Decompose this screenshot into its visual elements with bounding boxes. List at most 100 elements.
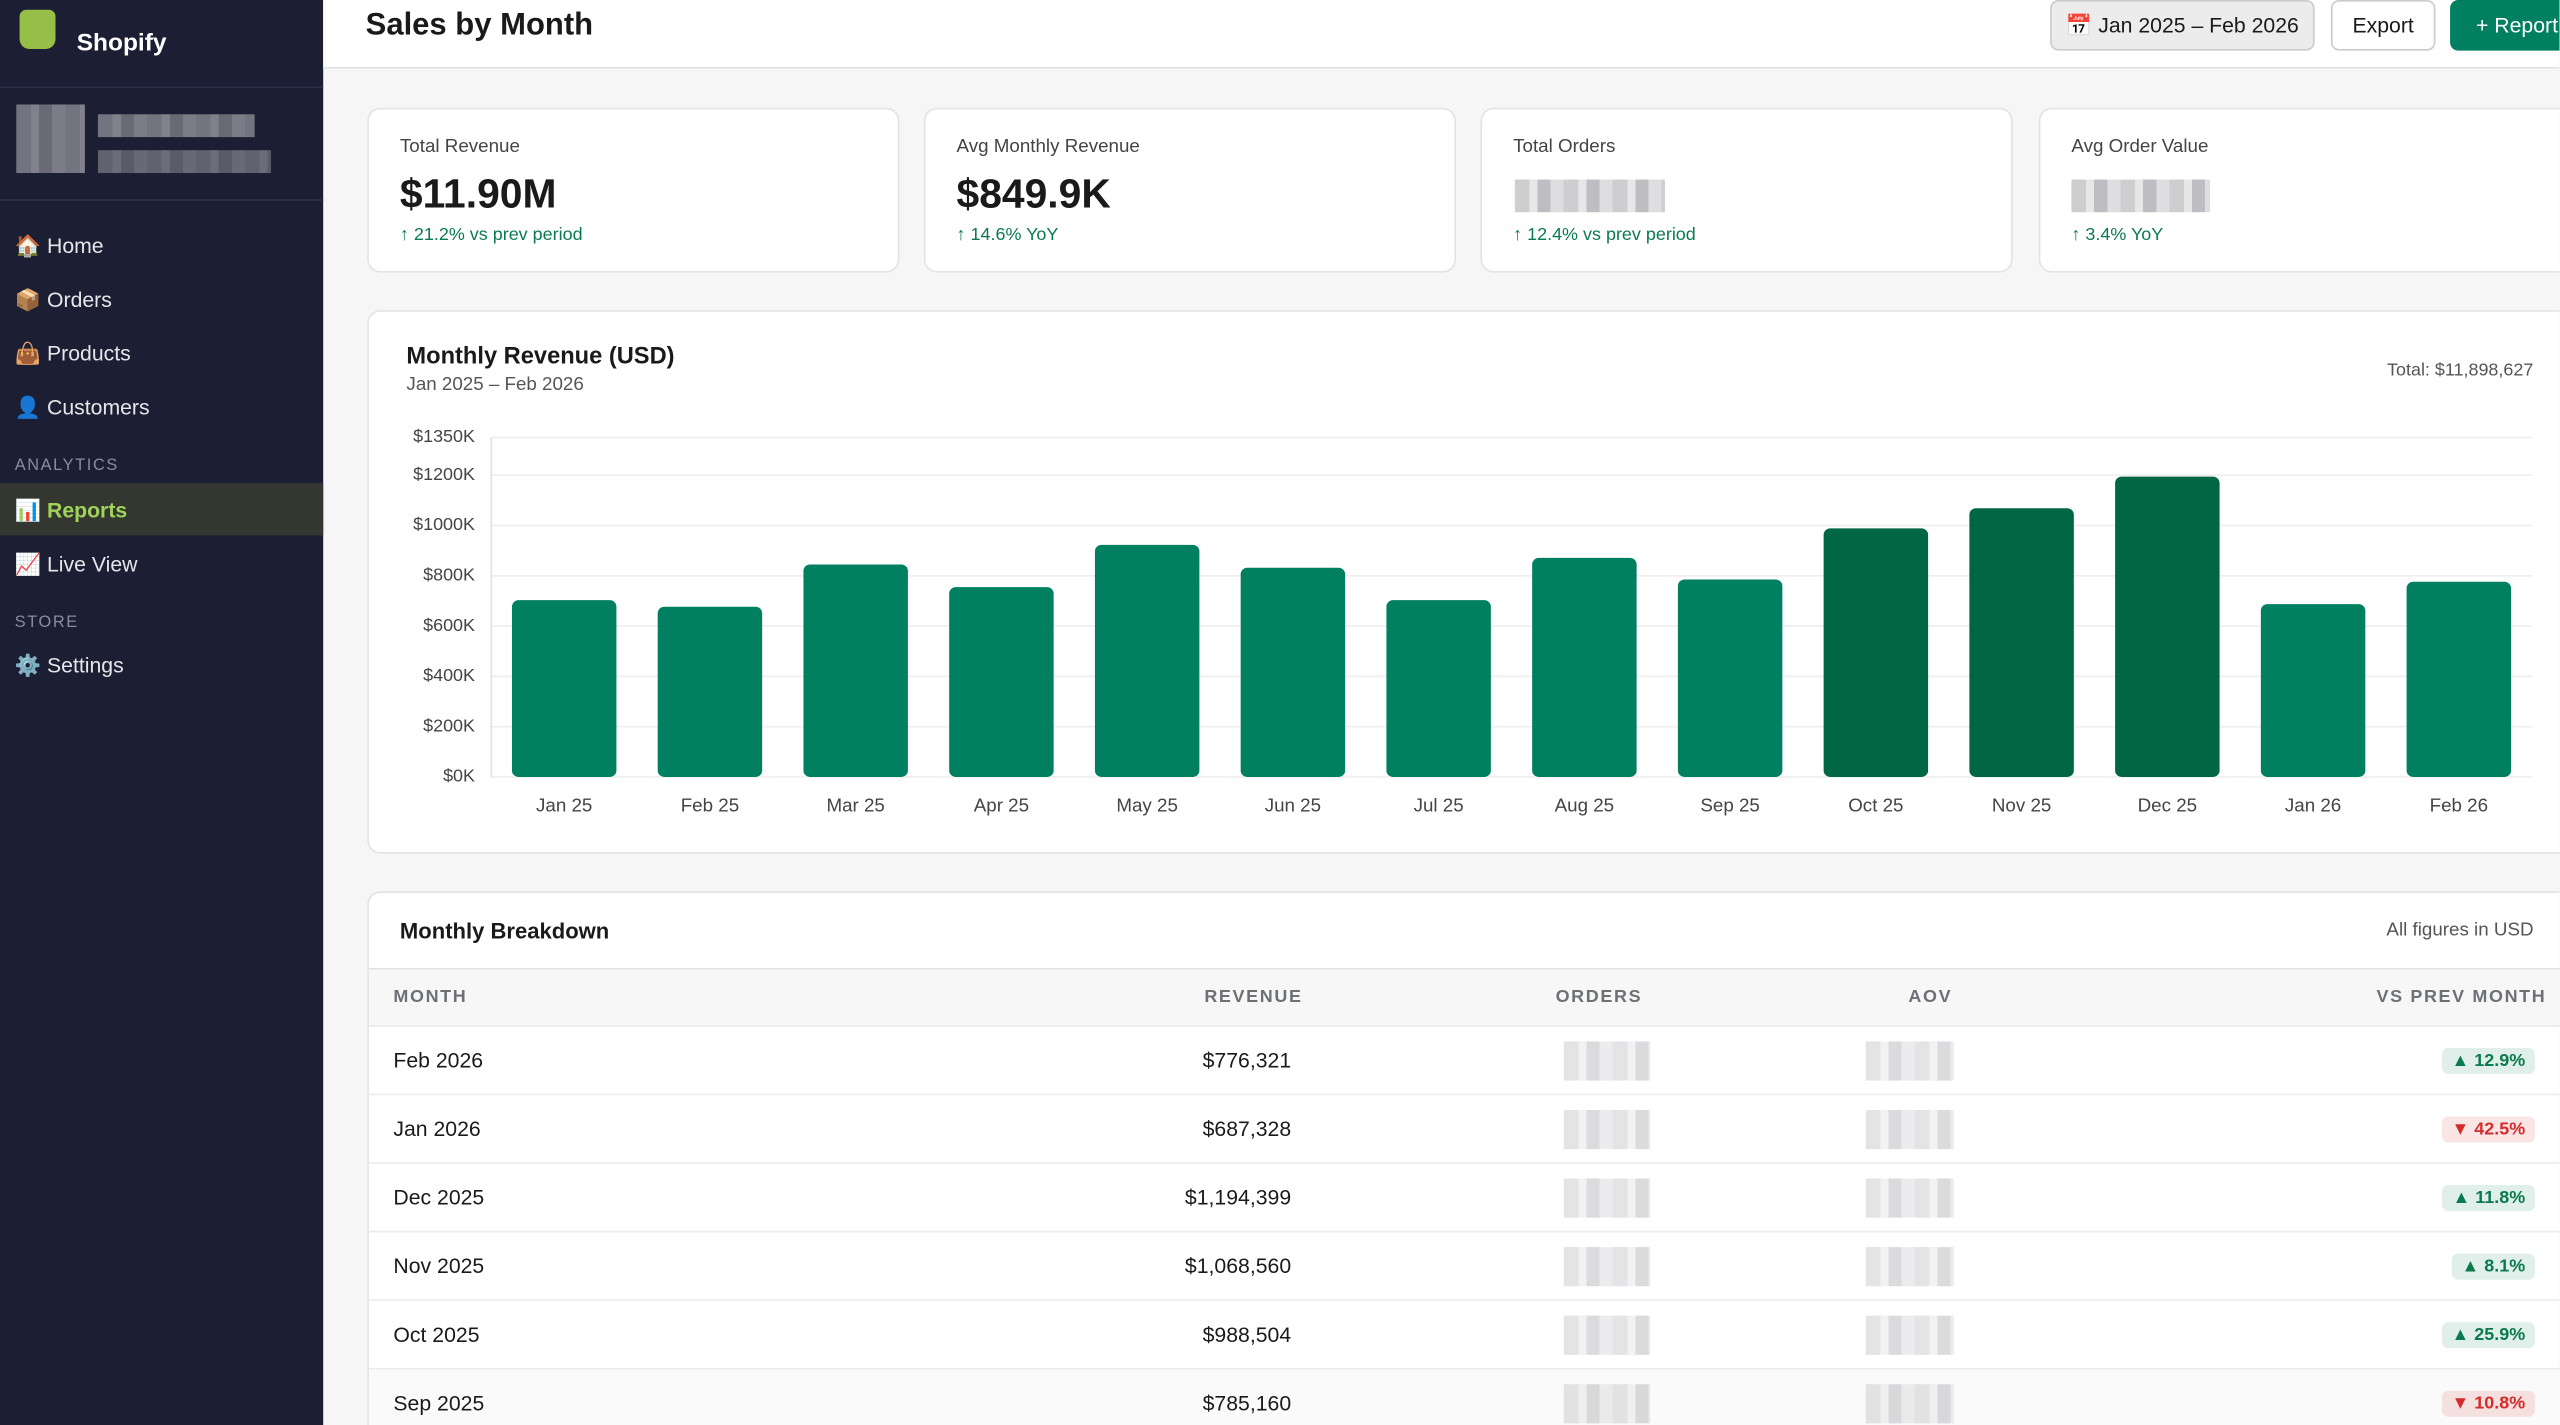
aov-blurred [1866,1110,1954,1149]
divider [0,87,323,89]
column-header: AOV [1908,970,1952,1025]
table-row: Oct 2025$988,504▲ 25.9% [369,1299,2560,1368]
table-title: Monthly Breakdown [400,919,609,943]
page-title: Sales by Month [366,8,593,44]
nav-item[interactable]: 👜 Products [15,341,131,367]
x-tick-label: Jul 25 [1414,794,1464,815]
divider [0,199,323,201]
cell-revenue: $1,068,560 [1185,1232,1291,1299]
sidebar: Shopify 🏠 Home 📦 Orders 👜 Products 👤 Cus… [0,0,323,1425]
y-tick-label: $1200K [413,464,475,484]
table-header: MONTH REVENUE ORDERS AOV VS PREV MONTH [369,968,2560,1027]
bar [1969,508,2073,777]
bar [1532,558,1636,777]
x-tick-label: Feb 25 [681,794,739,815]
chart-subtitle: Jan 2025 – Feb 2026 [406,373,583,394]
column-header: REVENUE [1204,970,1302,1025]
bar [1095,545,1199,777]
x-tick-label: Nov 25 [1992,794,2051,815]
bar [1824,528,1928,777]
table-row: Jan 2026 $687,328 ▼ 42.5% [369,1094,2560,1163]
y-tick-label: $0K [443,766,475,786]
nav-item[interactable]: 📈 Live View [15,552,138,578]
orders-blurred [1564,1316,1651,1355]
nav-item[interactable]: ⚙️ Settings [15,653,124,679]
column-header: VS PREV MONTH [2377,970,2547,1025]
avatar-blurred [16,104,85,173]
y-tick-label: $600K [423,615,475,635]
aov-blurred [1866,1179,1954,1218]
nav-item-active[interactable]: 📊 Reports [15,498,128,524]
orders-blurred [1564,1384,1651,1423]
bar [658,607,762,777]
report-button[interactable]: + Report [2450,0,2559,51]
table-row: Feb 2026 $776,321 ▲ 12.9% [369,1025,2560,1094]
kpi-change: ↑ 3.4% YoY [2071,225,2163,245]
kpi-change: ↑ 14.6% YoY [957,225,1059,245]
x-tick-label: Aug 25 [1555,794,1614,815]
kpi-card: Total Revenue $11.90M ↑ 21.2% vs prev pe… [367,108,899,273]
table-row: Sep 2025 $785,160 ▼ 10.8% [369,1368,2560,1425]
kpi-value: $849.9K [957,171,1111,218]
cell-revenue: $687,328 [1203,1095,1292,1162]
export-button[interactable]: Export [2331,0,2435,51]
x-tick-label: May 25 [1116,794,1178,815]
bar [512,600,616,777]
y-tick-label: $1000K [413,514,475,534]
email-blurred [98,150,271,173]
y-tick-label: $800K [423,565,475,585]
section-heading: STORE [15,614,79,632]
cell-month: Jan 2026 [393,1095,480,1162]
chart-title: Monthly Revenue (USD) [406,344,674,370]
bar [2115,477,2219,777]
cell-revenue: $785,160 [1203,1369,1292,1424]
bar [803,564,907,777]
change-badge: ▼ 42.5% [2442,1116,2535,1142]
nav-item[interactable]: 🏠 Home [15,233,104,259]
orders-blurred [1564,1041,1651,1080]
x-tick-label: Sep 25 [1700,794,1759,815]
kpi-label: Avg Monthly Revenue [957,137,1140,157]
brand: Shopify [77,29,167,57]
cell-month: Nov 2025 [393,1232,484,1299]
aov-blurred [1866,1384,1954,1423]
nav-item[interactable]: 👤 Customers [15,395,150,421]
cell-month: Dec 2025 [393,1164,484,1231]
section-heading: ANALYTICS [15,457,119,475]
kpi-label: Total Orders [1513,137,1615,157]
bar [2261,604,2365,777]
orders-blurred [1564,1247,1651,1286]
bar [2407,582,2511,777]
x-tick-label: Jan 26 [2285,794,2341,815]
y-tick-label: $400K [423,665,475,685]
chart: Monthly Revenue (USD) Jan 2025 – Feb 202… [369,312,2560,852]
kpi-card: Avg Monthly Revenue $849.9K ↑ 14.6% YoY [924,108,1456,273]
kpi-card: Avg Order Value ↑ 3.4% YoY [2039,108,2560,273]
cell-month: Feb 2026 [393,1027,483,1094]
nav-item[interactable]: 📦 Orders [15,287,112,313]
kpi-value-blurred [1515,180,1665,213]
cell-revenue: $1,194,399 [1185,1164,1291,1231]
cell-month: Sep 2025 [393,1369,484,1424]
x-tick-label: Dec 25 [2138,794,2197,815]
cell-revenue: $776,321 [1203,1027,1292,1094]
table-row: Dec 2025$1,194,399▲ 11.8% [369,1162,2560,1231]
change-badge: ▲ 12.9% [2442,1048,2535,1074]
change-badge: ▲ 8.1% [2452,1254,2535,1280]
table-note: All figures in USD [2386,921,2533,941]
table-card: Monthly Breakdown All figures in USD MON… [367,891,2559,1425]
kpi-change: ↑ 21.2% vs prev period [400,225,583,245]
kpi-value-blurred [2071,180,2210,213]
change-badge: ▼ 10.8% [2442,1391,2535,1417]
date-button[interactable]: 📅 Jan 2025 – Feb 2026 [2050,0,2314,51]
x-tick-label: Oct 25 [1848,794,1903,815]
change-badge: ▲ 25.9% [2442,1322,2535,1348]
orders-blurred [1564,1110,1651,1149]
x-tick-label: Apr 25 [974,794,1029,815]
column-header: ORDERS [1556,970,1643,1025]
kpi-label: Avg Order Value [2071,137,2208,157]
x-tick-label: Feb 26 [2430,794,2488,815]
